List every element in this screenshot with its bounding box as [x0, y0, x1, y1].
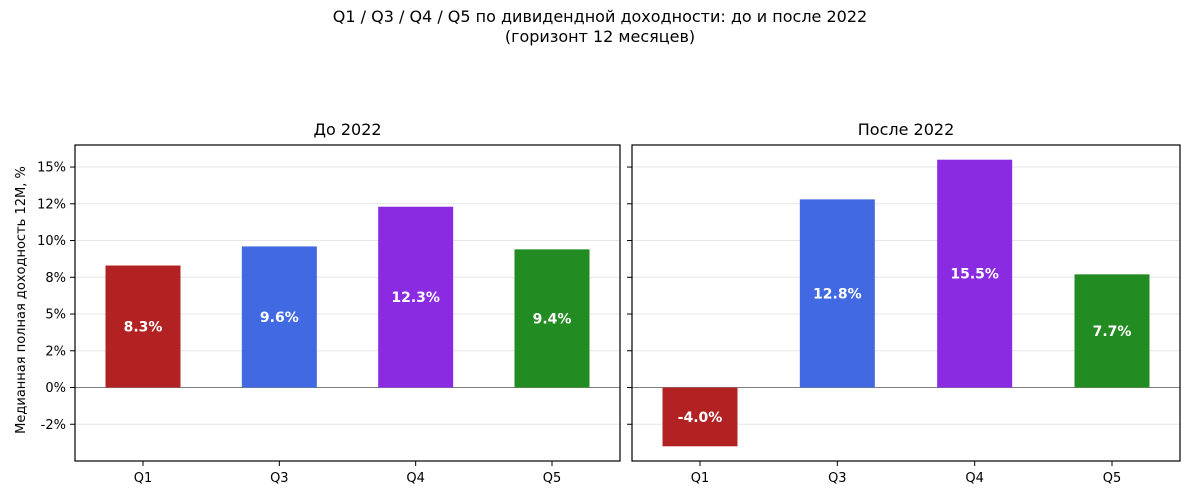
panel-after-2022: После 2022 -4.0% Q1 12.8% Q3 15.5% Q4 7.7% Q5	[627, 120, 1181, 486]
x-tick-label: Q5	[543, 471, 562, 486]
bar-value-label: -4.0%	[678, 410, 723, 426]
x-tick-label: Q5	[1103, 471, 1122, 486]
bar-value-label: 9.6%	[260, 310, 299, 326]
bar-q5	[1074, 274, 1150, 388]
plot-frame	[631, 144, 1181, 462]
bar-q1	[662, 387, 738, 447]
bar-q3	[799, 199, 875, 388]
y-tick-label: 2%	[45, 344, 66, 359]
bar-q1	[105, 265, 181, 388]
y-tick-label: 8%	[45, 271, 66, 286]
bar-value-label: 7.7%	[1093, 324, 1132, 340]
x-tick-label: Q3	[270, 471, 289, 486]
x-tick-label: Q3	[828, 471, 847, 486]
bar-value-label: 8.3%	[124, 320, 163, 336]
bar-q4	[378, 206, 454, 388]
x-tick-label: Q1	[691, 471, 710, 486]
x-tick-label: Q1	[134, 471, 153, 486]
plot-frame	[74, 144, 621, 462]
figure-subtitle: (горизонт 12 месяцев)	[505, 27, 695, 46]
y-axis-label: Медианная полная доходность 12М, %	[14, 166, 29, 434]
bar-q4	[937, 159, 1013, 388]
y-tick-label: 5%	[45, 308, 66, 323]
y-tick-label: -2%	[41, 418, 66, 433]
x-tick-label: Q4	[406, 471, 425, 486]
y-tick-label: 12%	[37, 197, 66, 212]
y-tick-label: 0%	[45, 381, 66, 396]
panel-title-after: После 2022	[858, 120, 955, 139]
bar-value-label: 12.8%	[813, 286, 862, 302]
panel-before-2022: До 2022 -2% 0% 2% 5% 8% 10% 12% 15% 8.3% Q1 9.6% Q3 1…	[37, 120, 621, 486]
x-tick-label: Q4	[965, 471, 984, 486]
panel-title-before: До 2022	[313, 120, 381, 139]
bar-q3	[241, 246, 317, 388]
figure-title: Q1 / Q3 / Q4 / Q5 по дивидендной доходно…	[333, 7, 867, 26]
bar-q5	[514, 249, 590, 388]
y-tick-label: 10%	[37, 234, 66, 249]
bar-value-label: 9.4%	[533, 311, 572, 327]
bar-value-label: 15.5%	[950, 267, 999, 283]
y-tick-label: 15%	[37, 161, 66, 176]
bar-value-label: 12.3%	[391, 290, 440, 306]
